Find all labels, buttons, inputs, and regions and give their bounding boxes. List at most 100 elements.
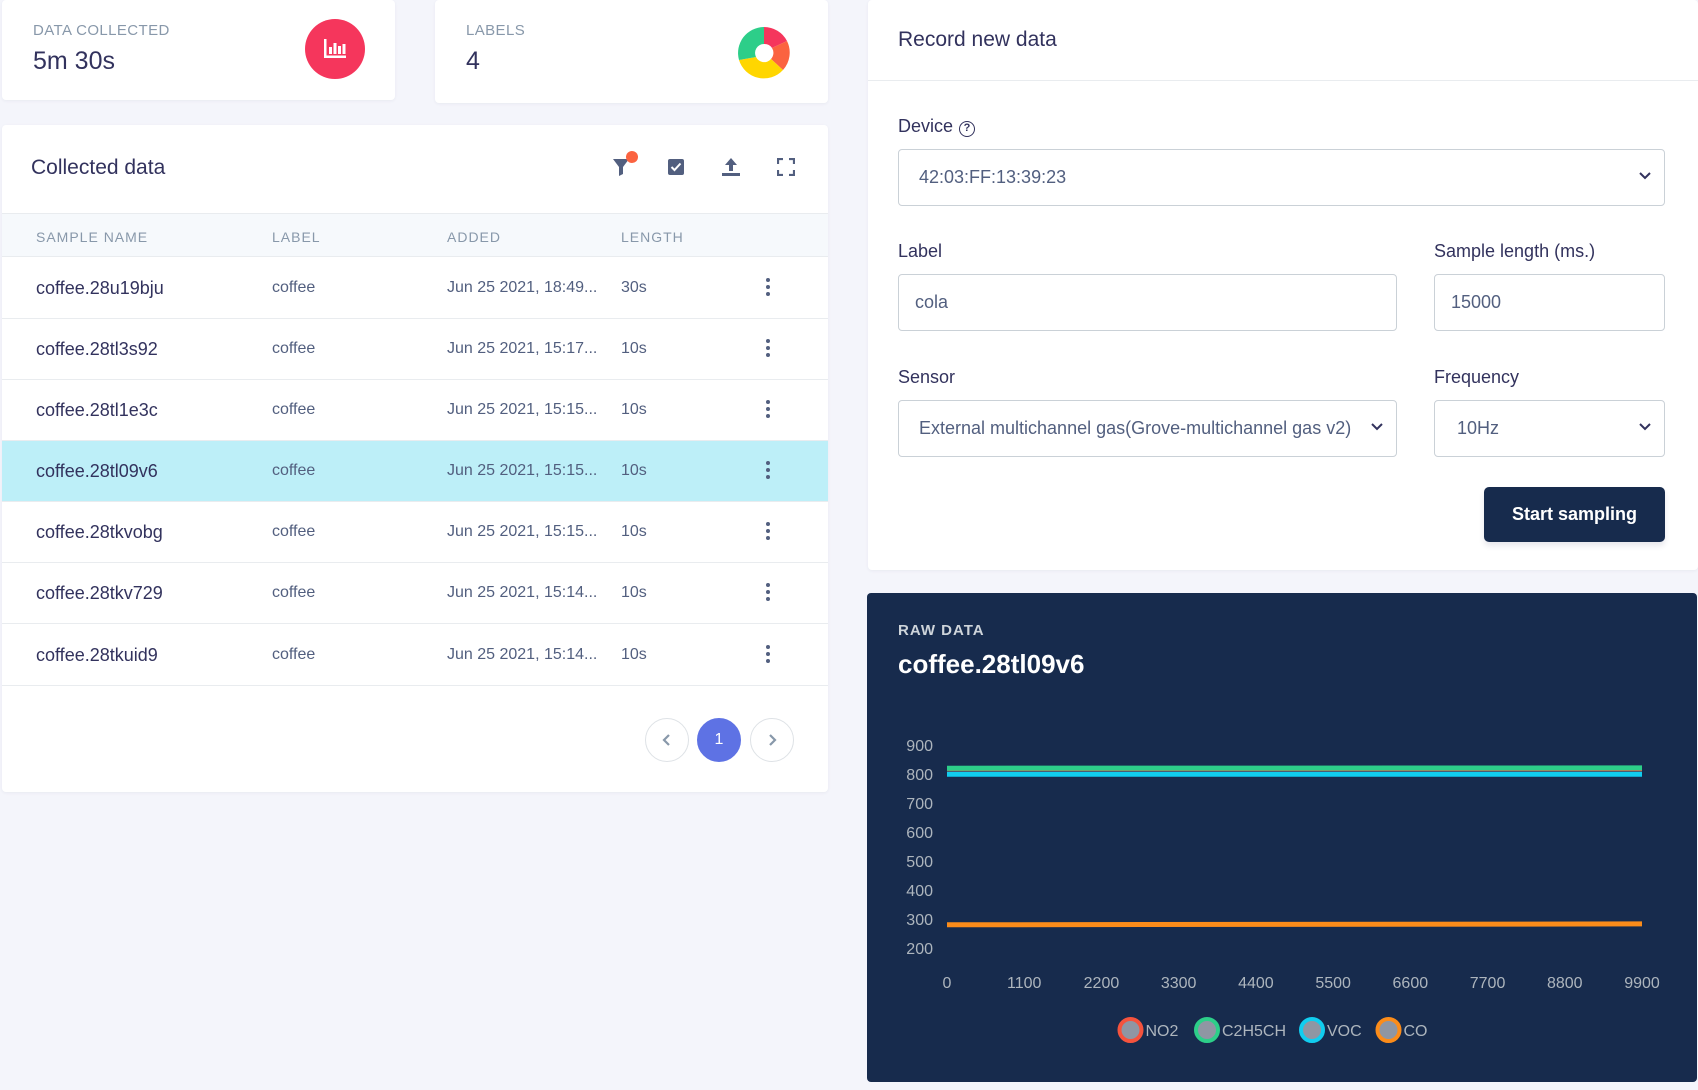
- sample-length-value: 15000: [1451, 292, 1502, 312]
- sample-length: 10s: [621, 401, 647, 418]
- sensor-label: Sensor: [898, 367, 956, 387]
- row-menu-icon[interactable]: [764, 583, 772, 605]
- frequency-label: Frequency: [1434, 367, 1520, 387]
- table-row[interactable]: coffee.28tl1e3c coffee Jun 25 2021, 15:1…: [2, 380, 828, 441]
- record-title: Record new data: [898, 28, 1057, 51]
- sample-length: 10s: [621, 523, 647, 540]
- table-row[interactable]: coffee.28tkvobg coffee Jun 25 2021, 15:1…: [2, 502, 828, 563]
- device-select-value: 42:03:FF:13:39:23: [919, 167, 1067, 187]
- chevron-down-icon: [1639, 423, 1651, 431]
- sample-added: Jun 25 2021, 15:17...: [447, 340, 598, 357]
- x-tick-label: 5500: [1315, 975, 1351, 992]
- sample-added: Jun 25 2021, 18:49...: [447, 279, 598, 296]
- sample-added: Jun 25 2021, 15:15...: [447, 462, 598, 479]
- y-tick-label: 900: [906, 738, 933, 755]
- data-collected-label: DATA COLLECTED: [33, 22, 170, 39]
- sample-label: coffee: [272, 462, 316, 479]
- sample-length: 10s: [621, 462, 647, 479]
- row-menu-icon[interactable]: [764, 461, 772, 483]
- table-row[interactable]: coffee.28tkv729 coffee Jun 25 2021, 15:1…: [2, 563, 828, 624]
- labels-card: LABELS 4: [435, 0, 828, 103]
- y-tick-label: 800: [906, 767, 933, 784]
- sample-label: coffee: [272, 584, 316, 601]
- y-tick-label: 400: [906, 883, 933, 900]
- x-tick-label: 0: [943, 975, 952, 992]
- chevron-down-icon: [1639, 172, 1651, 180]
- sample-label: coffee: [272, 340, 316, 357]
- sample-label: coffee: [272, 523, 316, 540]
- labels-label: LABELS: [466, 22, 526, 39]
- device-select[interactable]: 42:03:FF:13:39:23: [898, 149, 1665, 206]
- page-button-current[interactable]: 1: [697, 718, 741, 762]
- filter-icon[interactable]: [609, 151, 638, 179]
- sample-name[interactable]: coffee.28tkvobg: [36, 522, 163, 542]
- raw-data-sample-name: coffee.28tl09v6: [898, 649, 1085, 679]
- table-row-selected[interactable]: coffee.28tl09v6 coffee Jun 25 2021, 15:1…: [2, 441, 828, 502]
- sample-length: 10s: [621, 584, 647, 601]
- sample-length: 30s: [621, 279, 647, 296]
- sample-added: Jun 25 2021, 15:14...: [447, 646, 598, 663]
- y-tick-label: 300: [906, 912, 933, 929]
- chevron-down-icon: [1371, 423, 1383, 431]
- table-row[interactable]: coffee.28u19bju coffee Jun 25 2021, 18:4…: [2, 258, 828, 319]
- y-tick-label: 600: [906, 825, 933, 842]
- raw-data-label: RAW DATA: [898, 622, 985, 639]
- sample-name[interactable]: coffee.28tl3s92: [36, 339, 158, 359]
- y-tick-label: 500: [906, 854, 933, 871]
- start-sampling-button[interactable]: Start sampling: [1484, 487, 1665, 542]
- row-menu-icon[interactable]: [764, 522, 772, 544]
- x-tick-label: 2200: [1084, 975, 1120, 992]
- x-tick-label: 4400: [1238, 975, 1274, 992]
- legend-label: NO2: [1146, 1023, 1179, 1040]
- labels-donut-icon: [738, 27, 790, 79]
- legend-marker-co: [1375, 1017, 1402, 1043]
- sample-added: Jun 25 2021, 15:14...: [447, 584, 598, 601]
- x-tick-label: 9900: [1624, 975, 1660, 992]
- select-checkbox-icon[interactable]: [664, 155, 688, 179]
- sample-name[interactable]: coffee.28u19bju: [36, 278, 164, 298]
- collected-data-title: Collected data: [31, 156, 166, 179]
- row-menu-icon[interactable]: [764, 339, 772, 361]
- sample-name[interactable]: coffee.28tl09v6: [36, 461, 158, 481]
- label-input[interactable]: cola: [898, 274, 1397, 331]
- row-menu-icon[interactable]: [764, 278, 772, 300]
- legend-marker-voc: [1299, 1017, 1325, 1043]
- prev-page-button[interactable]: [645, 718, 689, 762]
- column-header-length[interactable]: LENGTH: [621, 229, 684, 245]
- sensor-select-value: External multichannel gas(Grove-multicha…: [919, 418, 1352, 438]
- help-icon[interactable]: ?: [959, 121, 976, 137]
- table-row[interactable]: coffee.28tl3s92 coffee Jun 25 2021, 15:1…: [2, 319, 828, 380]
- sample-length: 10s: [621, 646, 647, 663]
- next-page-button[interactable]: [750, 718, 794, 762]
- legend-label: CO: [1404, 1023, 1428, 1040]
- x-tick-label: 7700: [1470, 975, 1506, 992]
- column-header-label[interactable]: LABEL: [272, 229, 321, 245]
- filter-active-dot: [626, 151, 638, 163]
- sample-name[interactable]: coffee.28tl1e3c: [36, 400, 158, 420]
- x-tick-label: 1100: [1007, 975, 1042, 992]
- table-row[interactable]: coffee.28tkuid9 coffee Jun 25 2021, 15:1…: [2, 625, 828, 686]
- sample-name[interactable]: coffee.28tkuid9: [36, 645, 158, 665]
- sample-label: coffee: [272, 646, 316, 663]
- raw-data-chart: 200 300 400 500 600 700 800 900 0 1100 2200 3300 440…: [906, 738, 1660, 1043]
- fullscreen-icon[interactable]: [774, 155, 798, 179]
- column-header-sample-name[interactable]: SAMPLE NAME: [36, 229, 149, 245]
- label-input-value: cola: [915, 292, 949, 312]
- sample-name[interactable]: coffee.28tkv729: [36, 583, 163, 603]
- upload-icon[interactable]: [719, 155, 743, 179]
- legend-marker-no2: [1117, 1017, 1144, 1043]
- row-menu-icon[interactable]: [764, 645, 772, 667]
- sample-added: Jun 25 2021, 15:15...: [447, 523, 598, 540]
- sample-length-input[interactable]: 15000: [1434, 274, 1665, 331]
- sample-label: coffee: [272, 279, 316, 296]
- legend-marker-c2h5ch: [1194, 1017, 1220, 1043]
- sample-label: coffee: [272, 401, 316, 418]
- labels-value: 4: [466, 47, 480, 75]
- frequency-select[interactable]: 10Hz: [1434, 400, 1665, 457]
- row-menu-icon[interactable]: [764, 400, 772, 422]
- column-header-added[interactable]: ADDED: [447, 229, 502, 245]
- bar-chart-icon: [305, 19, 365, 79]
- legend-label: C2H5CH: [1222, 1023, 1286, 1040]
- sensor-select[interactable]: External multichannel gas(Grove-multicha…: [898, 400, 1397, 457]
- sample-length-label: Sample length (ms.): [1434, 241, 1596, 261]
